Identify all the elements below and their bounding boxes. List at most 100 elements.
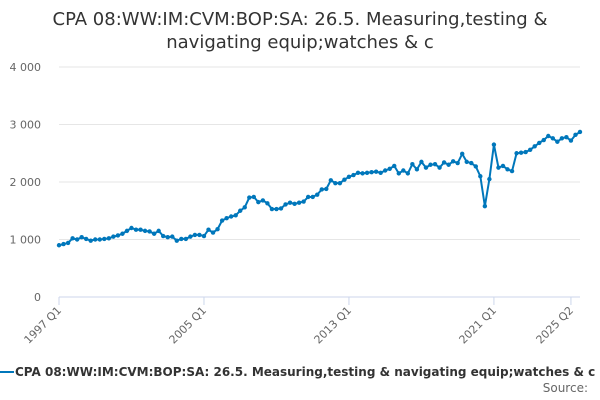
data-point xyxy=(478,174,483,179)
data-point xyxy=(382,168,388,173)
data-point xyxy=(228,214,234,219)
data-point xyxy=(450,159,456,164)
data-point xyxy=(378,170,383,175)
data-point xyxy=(555,139,560,144)
data-point xyxy=(310,194,315,200)
data-point xyxy=(165,235,170,240)
legend[interactable]: CPA 08:WW:IM:CVM:BOP:SA: 26.5. Measuring… xyxy=(0,362,600,384)
data-point xyxy=(342,177,347,182)
data-point xyxy=(278,206,284,211)
data-point xyxy=(396,171,401,176)
data-point xyxy=(532,144,537,149)
source-label: Source: xyxy=(542,381,588,395)
y-tick-label: 4 000 xyxy=(10,61,42,74)
x-tick-label: 2021 Q1 xyxy=(457,304,500,347)
data-point xyxy=(260,198,266,203)
data-point xyxy=(428,162,433,167)
data-point xyxy=(56,243,62,248)
data-point xyxy=(74,237,80,242)
data-point xyxy=(192,232,198,238)
data-point xyxy=(337,180,343,186)
data-point xyxy=(500,163,506,169)
data-point xyxy=(151,231,157,236)
data-point xyxy=(142,228,148,234)
legend-label: CPA 08:WW:IM:CVM:BOP:SA: 26.5. Measuring… xyxy=(15,365,596,379)
data-point xyxy=(79,235,84,240)
data-point xyxy=(564,134,569,140)
x-tick-label: 2005 Q1 xyxy=(167,304,210,347)
data-point xyxy=(573,132,578,138)
data-point xyxy=(233,213,238,218)
data-point xyxy=(179,236,184,242)
data-point xyxy=(93,237,98,242)
data-point xyxy=(197,232,202,238)
data-point xyxy=(491,142,497,147)
data-point xyxy=(432,161,438,167)
data-point xyxy=(88,238,93,243)
data-point xyxy=(537,140,542,146)
y-axis-tick-labels: 0 1 000 2 000 3 000 4 000 xyxy=(10,61,42,304)
y-tick-label: 0 xyxy=(34,291,41,304)
data-point xyxy=(138,227,143,232)
data-point xyxy=(274,206,279,212)
series-group xyxy=(56,129,583,248)
data-point xyxy=(473,164,478,169)
data-point xyxy=(83,236,89,242)
data-point xyxy=(505,167,510,172)
gridlines xyxy=(59,66,580,240)
data-point xyxy=(292,201,297,207)
data-point xyxy=(170,234,175,239)
x-tick-label: 2013 Q1 xyxy=(312,304,355,347)
data-point xyxy=(174,238,179,243)
data-point xyxy=(305,194,311,200)
data-point xyxy=(315,192,320,197)
data-point xyxy=(441,160,447,165)
data-point xyxy=(156,228,161,234)
legend-swatch xyxy=(0,371,14,373)
data-point xyxy=(464,159,469,165)
data-point xyxy=(120,231,125,236)
x-tick-label: 1997 Q1 xyxy=(22,304,65,347)
data-point xyxy=(509,168,515,174)
data-point xyxy=(419,159,424,165)
data-point xyxy=(523,149,528,155)
data-point xyxy=(224,216,229,221)
data-point xyxy=(577,129,583,135)
data-point xyxy=(188,234,193,239)
data-point xyxy=(460,151,465,157)
data-point xyxy=(324,186,329,192)
x-axis: 1997 Q1 2005 Q1 2013 Q1 2021 Q1 2025 Q2 xyxy=(22,296,580,347)
data-point xyxy=(124,228,130,234)
data-point xyxy=(269,206,275,212)
data-point xyxy=(355,170,361,175)
chart-title: CPA 08:WW:IM:CVM:BOP:SA: 26.5. Measuring… xyxy=(0,8,600,54)
data-point xyxy=(61,241,66,247)
data-point xyxy=(446,162,451,167)
data-point xyxy=(568,138,574,143)
data-point xyxy=(546,133,551,139)
data-point xyxy=(147,229,152,234)
data-point xyxy=(401,168,406,173)
data-point xyxy=(133,227,139,232)
data-point xyxy=(247,195,252,200)
data-point xyxy=(514,151,519,156)
data-point xyxy=(238,208,243,213)
data-point xyxy=(487,176,492,182)
data-point xyxy=(111,234,116,239)
data-point xyxy=(482,203,488,209)
data-point xyxy=(65,240,71,246)
data-point xyxy=(364,170,370,175)
data-point xyxy=(70,236,75,241)
chart-title-line-2: navigating equip;watches & c xyxy=(166,32,434,53)
data-point xyxy=(437,165,442,170)
data-point xyxy=(206,227,211,232)
data-point xyxy=(210,230,216,235)
data-point xyxy=(201,233,207,239)
data-point xyxy=(423,165,429,170)
data-point xyxy=(387,166,392,171)
data-point xyxy=(183,236,189,242)
data-point xyxy=(559,136,565,141)
data-point xyxy=(373,169,379,174)
data-point xyxy=(541,137,546,143)
